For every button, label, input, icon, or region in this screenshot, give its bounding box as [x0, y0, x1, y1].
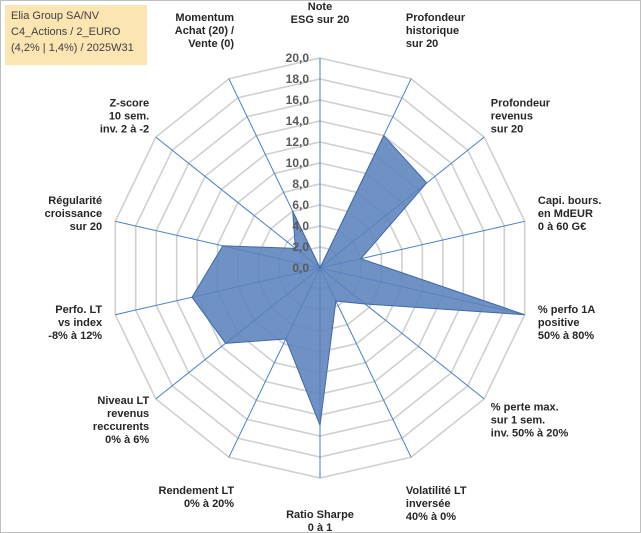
info-company-name: Elia Group SA/NV	[11, 10, 100, 22]
axis-label: Niveau LT revenus reccurents 0% à 6%	[93, 395, 150, 446]
tick-label: 4,0	[292, 219, 309, 233]
radar-data-area	[191, 134, 525, 426]
info-box: Elia Group SA/NV C4_Actions / 2_EURO (4,…	[5, 5, 147, 65]
info-category: C4_Actions / 2_EURO	[11, 26, 121, 38]
axis-label: Ratio Sharpe 0 à 1	[286, 509, 354, 533]
axis-label: Note ESG sur 20	[291, 1, 350, 26]
axis-label: Momentum Achat (20) / Vente (0)	[175, 12, 235, 50]
tick-label: 18,0	[286, 72, 310, 86]
axis-label: Profondeur revenus sur 20	[491, 97, 551, 135]
axis-label: Capi. bours. en MdEUR 0 à 60 G€	[538, 195, 602, 233]
axis-label: Volatilité LT inversée 40% à 0%	[406, 485, 467, 523]
axis-label: Profondeur historique sur 20	[406, 12, 466, 50]
data-series-area	[191, 134, 525, 426]
radial-tick-labels: 0,0 2,0 4,0 6,0 8,0 10,0 12,0 14,0 16,0 18,0 20,0	[286, 51, 310, 275]
tick-label: 10,0	[286, 156, 310, 170]
radar-axis-labels: Note ESG sur 20 Profondeur historique sur 20…	[45, 1, 602, 533]
tick-label: 16,0	[286, 93, 310, 107]
axis-label: Z-score 10 sem. inv. 2 à -2	[100, 97, 149, 135]
radar-spoke	[155, 136, 321, 269]
tick-label: 2,0	[292, 240, 309, 254]
tick-label: 20,0	[286, 51, 310, 65]
tick-label: 12,0	[286, 135, 310, 149]
tick-label: 14,0	[286, 114, 310, 128]
info-period: (4,2% | 1,4%) / 2025W31	[11, 42, 134, 54]
tick-label: 6,0	[292, 198, 309, 212]
axis-label: Rendement LT 0% à 20%	[159, 485, 235, 510]
axis-label: % perte max. sur 1 sem. inv. 50% à 20%	[491, 402, 569, 440]
tick-label: 8,0	[292, 177, 309, 191]
axis-label: Perfo. LT vs index -8% à 12%	[48, 304, 103, 342]
tick-label: 0,0	[292, 261, 309, 275]
axis-label: Régularité croissance sur 20	[45, 195, 102, 233]
axis-label: % perfo 1A positive 50% à 80%	[538, 304, 596, 342]
